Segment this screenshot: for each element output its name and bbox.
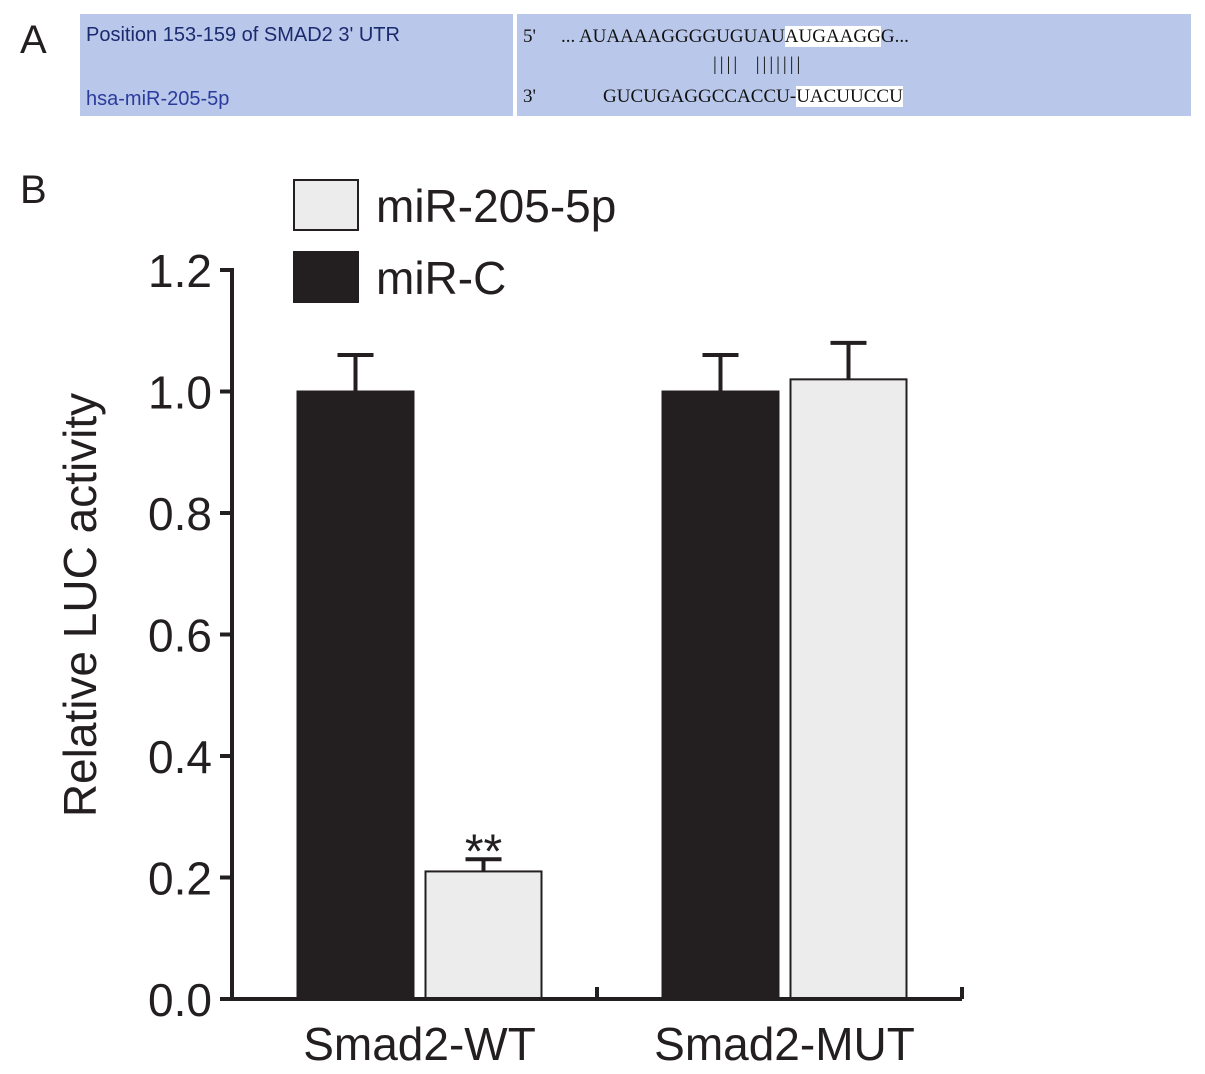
alignment-label-box: Position 153-159 of SMAD2 3' UTR hsa-miR… xyxy=(80,14,513,116)
utr-seed-match: AUGAAGG xyxy=(784,26,881,47)
legend: miR-205-5p miR-C xyxy=(293,179,616,304)
mirna-seed-region: UACUUCCU xyxy=(796,86,903,107)
mirna-sequence-plain: GUCUGAGGCCACCU- xyxy=(603,86,797,107)
axes: 0.0 0.2 0.4 0.6 0.8 1.0 1.2 Smad2-WT Smad2-MUT xyxy=(148,245,964,1070)
y-tick-label: 0.4 xyxy=(148,731,212,783)
y-tick-label: 1.0 xyxy=(148,367,212,419)
utr-sequence: ... AUAAAAGGGGUGUAUAUGAAGGG... xyxy=(561,26,909,48)
significance-marker: ** xyxy=(465,825,502,878)
five-prime-end-label: 5' xyxy=(523,26,536,47)
utr-sequence-tail: G... xyxy=(880,26,909,47)
y-tick-label: 0.0 xyxy=(148,974,212,1026)
alignment-sequence-box: 5' ... AUAAAAGGGGUGUAUAUGAAGGG... |||| |… xyxy=(517,14,1191,116)
bar-mir-205-5p-smad2-mut xyxy=(789,378,908,1001)
x-tick-label: Smad2-WT xyxy=(303,1018,536,1070)
three-prime-end-label: 3' xyxy=(523,86,536,107)
bar-mir-c-smad2-mut xyxy=(661,390,780,1000)
y-tick-label: 0.6 xyxy=(148,610,212,662)
bar-mir-c-smad2-wt xyxy=(296,390,415,1000)
utr-sequence-plain: AUAAAAGGGGUGUAU xyxy=(578,26,785,47)
luc-activity-bar-chart: miR-205-5p miR-C ** 0.0 0.2 0.4 0.6 0.8 1.0 1.2… xyxy=(54,179,964,1070)
mirna-name-label: hsa-miR-205-5p xyxy=(86,88,230,110)
y-tick-label: 1.2 xyxy=(148,245,212,297)
utr-sequence-prefix: ... xyxy=(561,26,576,47)
bars: ** xyxy=(296,340,908,1001)
mirna-sequence: GUCUGAGGCCACCU-UACUUCCU xyxy=(603,86,903,108)
y-tick-label: 0.8 xyxy=(148,488,212,540)
bar-mir-205-5p-smad2-wt xyxy=(424,870,543,1000)
base-pairing-lines: |||| ||||||| xyxy=(713,54,804,75)
x-tick-label: Smad2-MUT xyxy=(654,1018,915,1070)
legend-label: miR-C xyxy=(376,252,506,304)
legend-swatch xyxy=(293,179,359,231)
y-axis-label: Relative LUC activity xyxy=(54,393,106,817)
panel-label-a: A xyxy=(20,18,47,62)
legend-label: miR-205-5p xyxy=(376,180,616,232)
legend-swatch xyxy=(293,251,359,303)
y-tick-label: 0.2 xyxy=(148,853,212,905)
utr-position-label: Position 153-159 of SMAD2 3' UTR xyxy=(86,24,400,46)
panel-label-b: B xyxy=(20,168,47,212)
